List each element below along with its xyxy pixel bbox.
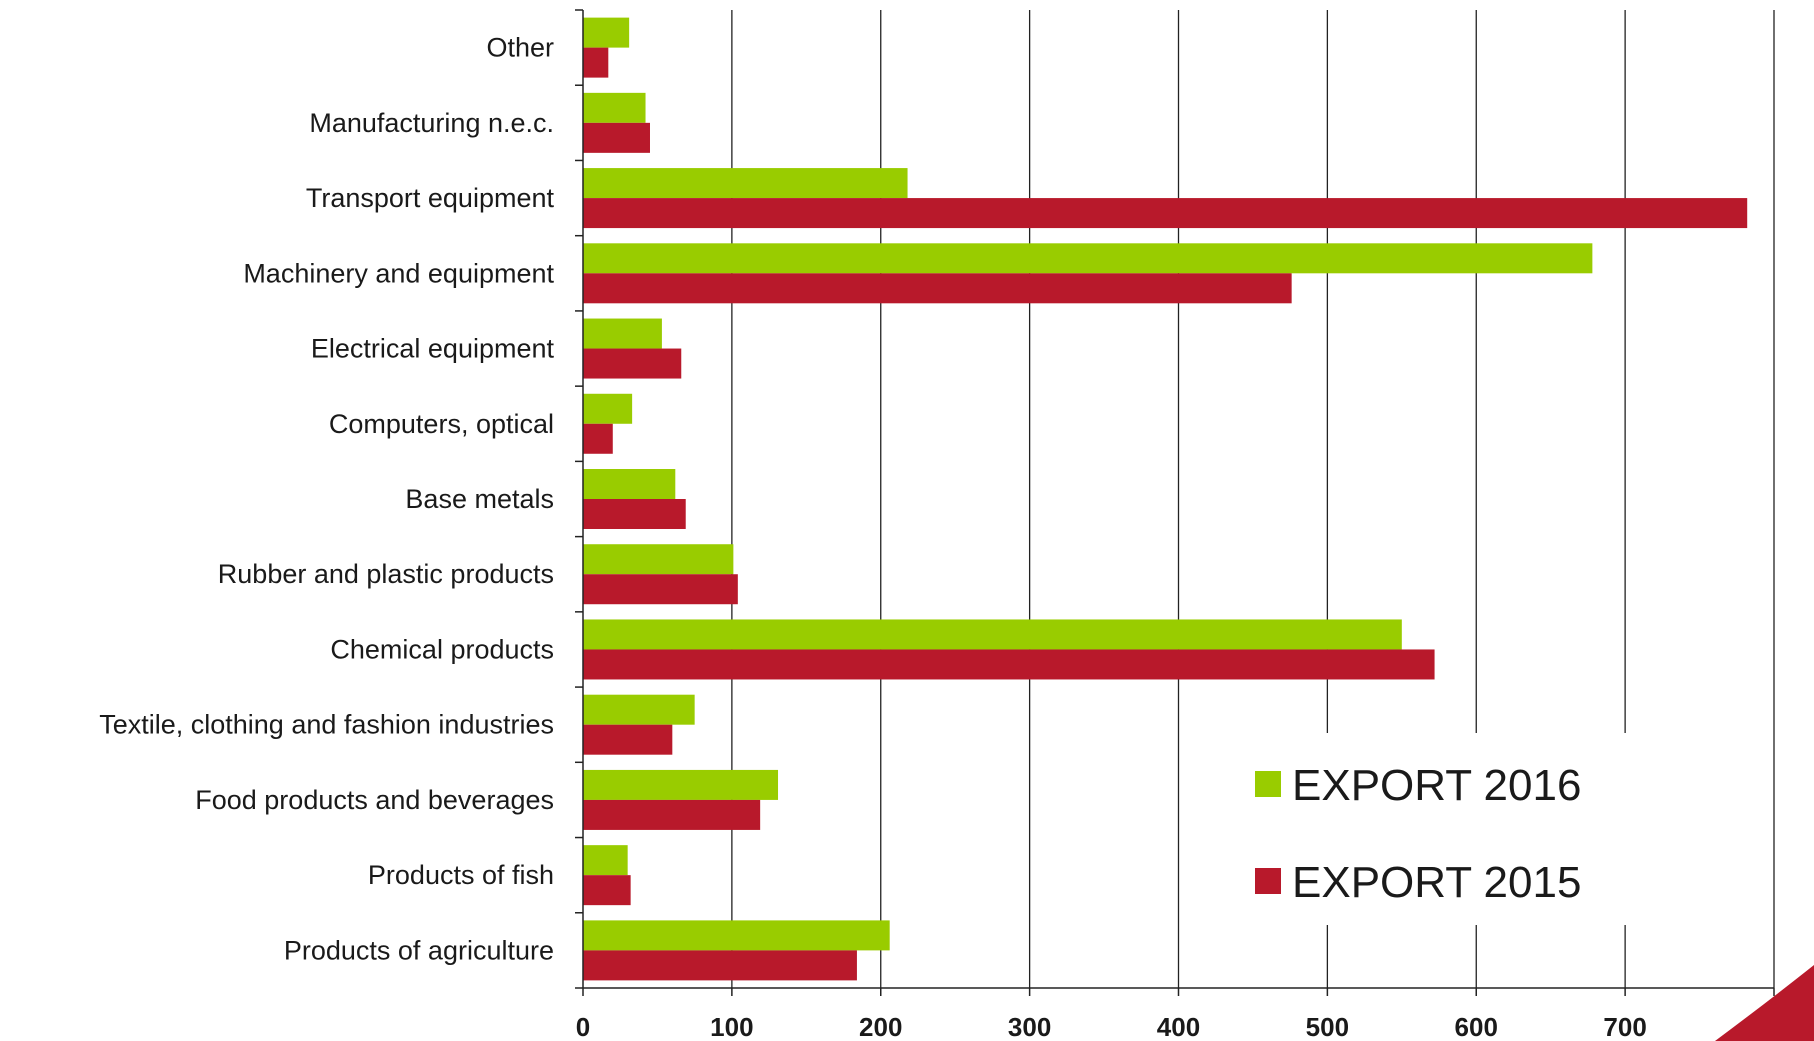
category-label: Other [486,33,554,63]
category-label: Food products and beverages [195,785,554,815]
bar-export-2016-other [583,17,630,48]
x-tick-label: 600 [1455,1012,1498,1041]
category-label: Rubber and plastic products [218,559,554,589]
category-label: Manufacturing n.e.c. [309,108,554,138]
legend-label: EXPORT 2016 [1292,761,1581,810]
x-tick-label: 700 [1603,1012,1646,1041]
bar-export-2015-base-metals [583,499,686,529]
corner-decoration [1715,965,1814,1041]
bar-export-2016-transport-equipment [583,168,908,199]
bar-export-2015-machinery-and-equipment [583,273,1292,304]
bar-export-2015-products-of-agriculture [583,950,857,981]
category-label: Products of fish [368,860,554,890]
bar-export-2016-chemical-products [583,619,1402,650]
category-label: Electrical equipment [311,334,555,364]
category-label: Computers, optical [329,409,554,439]
bars [583,17,1748,981]
x-tick-label: 300 [1008,1012,1051,1041]
bar-export-2016-products-of-agriculture [583,920,890,951]
x-tick-label: 400 [1157,1012,1200,1041]
category-label: Machinery and equipment [243,258,554,288]
bar-export-2015-manufacturing-n-e-c [583,122,650,153]
legend-swatch-export-2015 [1255,868,1281,894]
category-label: Chemical products [330,634,554,664]
bar-export-2016-manufacturing-n-e-c [583,92,646,123]
x-tick-label: 500 [1306,1012,1349,1041]
bar-export-2015-textile-clothing-and-fashion-industries [583,724,673,755]
bar-export-2016-machinery-and-equipment [583,243,1593,274]
x-tick-label: 100 [710,1012,753,1041]
bar-export-2016-textile-clothing-and-fashion-industries [583,694,695,725]
axes [575,9,1775,996]
bar-export-2015-food-products-and-beverages [583,799,761,830]
x-tick-label: 0 [576,1012,590,1041]
bar-export-2016-products-of-fish [583,845,628,876]
gridlines [731,10,1775,988]
category-labels: Other Manufacturing n.e.c. Transport equip… [99,33,554,966]
bar-export-2016-base-metals [583,469,676,499]
bar-export-2016-rubber-and-plastic-products [583,544,734,575]
legend-label: EXPORT 2015 [1292,858,1581,907]
bar-export-2016-electrical-equipment [583,318,662,349]
bar-export-2015-products-of-fish [583,875,631,906]
legend-swatch-export-2016 [1255,771,1281,797]
bar-export-2015-electrical-equipment [583,348,682,379]
category-label: Products of agriculture [284,935,554,965]
category-label: Transport equipment [306,183,555,213]
category-label: Base metals [405,484,554,514]
category-label: Textile, clothing and fashion industries [99,710,554,740]
bar-export-2016-food-products-and-beverages [583,769,779,800]
x-tick-label: 200 [859,1012,902,1041]
bar-export-2015-computers-optical [583,423,613,454]
bar-export-2015-transport-equipment [583,198,1748,229]
legend: EXPORT 2016 EXPORT 2015 [1255,761,1581,907]
bar-export-2015-other [583,47,609,78]
bar-export-2015-rubber-and-plastic-products [583,574,738,605]
bar-export-2016-computers-optical [583,393,633,424]
bar-export-2015-chemical-products [583,649,1435,680]
tick-labels: 0100200300400500600700800 [576,1012,1796,1041]
